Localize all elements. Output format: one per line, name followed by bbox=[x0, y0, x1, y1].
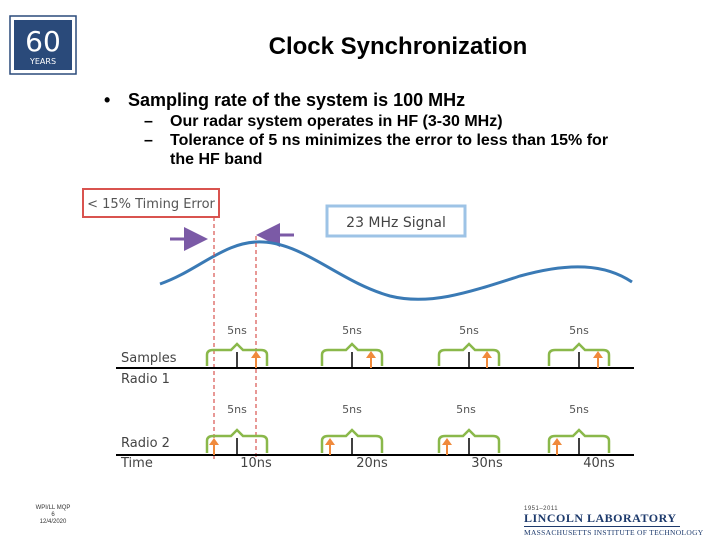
lab-years: 1951–2011 bbox=[524, 506, 559, 512]
interval-label: 5ns bbox=[569, 324, 589, 337]
signal-label: 23 MHz Signal bbox=[346, 215, 446, 231]
radio1-group-3: 5ns bbox=[437, 324, 501, 368]
radio1-group-4: 5ns bbox=[547, 324, 611, 368]
interval-bracket bbox=[547, 342, 611, 366]
sub-bullet-2-cont-text: the HF band bbox=[170, 151, 263, 168]
row-label-time: Time bbox=[120, 456, 153, 471]
interval-bracket bbox=[437, 342, 501, 366]
radio1-group-2: 5ns bbox=[320, 324, 384, 368]
sub-bullet-1-text: Our radar system operates in HF (3-30 MH… bbox=[170, 113, 503, 130]
radio1-group-1: 5ns bbox=[205, 324, 269, 368]
interval-label: 5ns bbox=[456, 403, 476, 416]
interval-label: 5ns bbox=[342, 324, 362, 337]
footer-info: WPI/LL MQP 6 12/4/2020 bbox=[28, 505, 78, 526]
radio2-group-1: 5ns bbox=[205, 403, 269, 455]
signal-label-box bbox=[325, 204, 467, 238]
footer-org: WPI/LL MQP bbox=[35, 505, 71, 511]
radio2-group-2: 5ns bbox=[320, 403, 384, 455]
timing-error-label: < 15% Timing Error bbox=[87, 197, 215, 212]
row-label-radio2: Radio 2 bbox=[121, 436, 170, 451]
lab-institute: MASSACHUSETTS INSTITUTE OF TECHNOLOGY bbox=[524, 528, 704, 537]
sixty-years-logo: 60 YEARS bbox=[8, 14, 78, 76]
interval-bracket bbox=[437, 428, 501, 453]
interval-bracket bbox=[205, 342, 269, 366]
slide-title: Clock Synchronization bbox=[268, 33, 528, 60]
main-bullet: • Sampling rate of the system is 100 MHz bbox=[104, 90, 466, 110]
interval-label: 5ns bbox=[227, 324, 247, 337]
interval-label: 5ns bbox=[459, 324, 479, 337]
lab-name: LINCOLN LABORATORY bbox=[524, 511, 677, 525]
main-bullet-text: Sampling rate of the system is 100 MHz bbox=[128, 90, 466, 110]
interval-label: 5ns bbox=[569, 403, 589, 416]
row-label-radio1: Radio 1 bbox=[121, 372, 170, 387]
interval-bracket bbox=[320, 428, 384, 453]
time-tick-40: 40ns bbox=[583, 456, 615, 471]
lab-divider bbox=[524, 526, 680, 527]
interval-label: 5ns bbox=[342, 403, 362, 416]
interval-bracket bbox=[205, 428, 269, 453]
radio2-group-3: 5ns bbox=[437, 403, 501, 455]
interval-bracket bbox=[320, 342, 384, 366]
sub-bullet-2-text: Tolerance of 5 ns minimizes the error to… bbox=[170, 132, 609, 149]
footer-page-number: 6 bbox=[51, 512, 55, 518]
logo-word: YEARS bbox=[29, 57, 56, 66]
interval-bracket bbox=[547, 428, 611, 453]
interval-label: 5ns bbox=[227, 403, 247, 416]
logo-number: 60 bbox=[25, 25, 61, 58]
timing-error-box bbox=[82, 188, 220, 218]
time-tick-20: 20ns bbox=[356, 456, 388, 471]
signal-wave bbox=[159, 240, 633, 301]
row-label-samples: Samples bbox=[121, 351, 177, 366]
lincoln-lab-logo: 1951–2011 LINCOLN LABORATORY MASSACHUSET… bbox=[524, 506, 704, 537]
time-tick-30: 30ns bbox=[471, 456, 503, 471]
time-tick-10: 10ns bbox=[240, 456, 272, 471]
footer-date: 12/4/2020 bbox=[39, 519, 67, 525]
radio2-group-4: 5ns bbox=[547, 403, 611, 455]
